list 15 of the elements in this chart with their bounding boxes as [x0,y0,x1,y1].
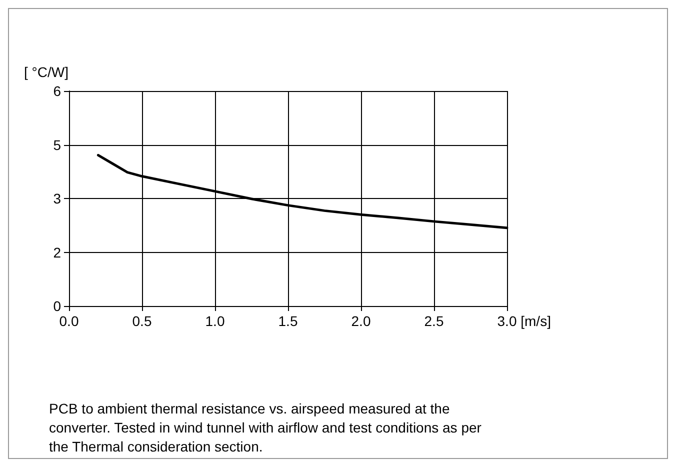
text: PCB to ambient thermal resistance vs. airspeed measured at the converter. Tested in wind tunnel with airflow and test conditions as per the Thermal consideration section. [49,400,486,454]
x-tick-label: 2.0 [351,313,371,329]
y-axis-title: [ °C/W] [24,64,68,80]
x-tick-label: 0.5 [132,313,152,329]
y-tick-label: 6 [53,83,62,99]
x-tick-label: 1.0 [205,313,225,329]
x-tick-label: 0.0 [59,313,79,329]
x-axis-title: [m/s] [520,313,551,329]
x-tick-label: 3.0 [497,313,517,329]
y-tick-label: 3 [53,190,62,206]
y-tick-label: 0 [53,298,62,314]
x-tick-label: 1.5 [278,313,298,329]
x-tick-label: 2.5 [424,313,444,329]
y-tick-label: 5 [53,136,62,153]
y-tick-label: 2 [53,244,62,260]
